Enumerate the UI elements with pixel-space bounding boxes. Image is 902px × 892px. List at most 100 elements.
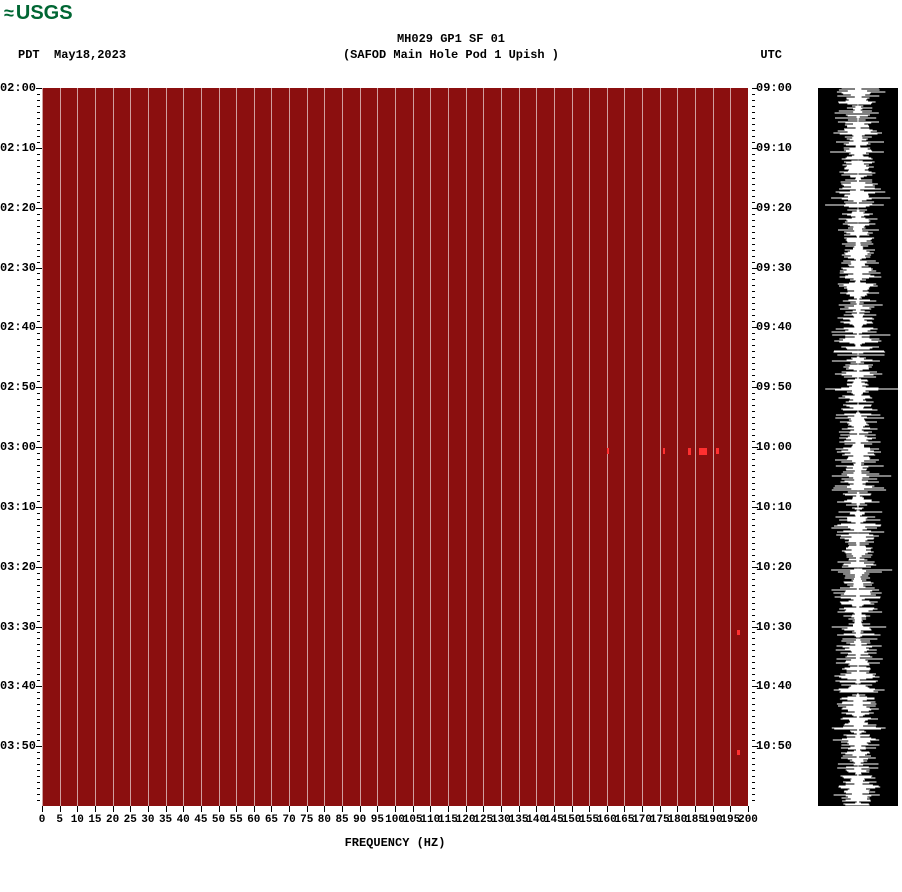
y-minor-tick [752, 309, 755, 310]
gridline-v [519, 88, 520, 806]
x-tick-label: 40 [177, 814, 190, 826]
y-minor-tick [37, 453, 40, 454]
y-tick-right [752, 686, 758, 687]
y-minor-tick [752, 800, 755, 801]
y-minor-tick [37, 698, 40, 699]
y-minor-tick [37, 519, 40, 520]
y-minor-tick [752, 100, 755, 101]
y-minor-tick [37, 674, 40, 675]
y-minor-tick [37, 226, 40, 227]
y-minor-tick [37, 184, 40, 185]
gridline-v [342, 88, 343, 806]
gridline-v [466, 88, 467, 806]
y-tick-right [752, 567, 758, 568]
x-tick-label: 5 [56, 814, 63, 826]
y-minor-tick [37, 734, 40, 735]
y-minor-tick [37, 477, 40, 478]
y-minor-tick [752, 94, 755, 95]
y-minor-tick [752, 453, 755, 454]
y-minor-tick [752, 381, 755, 382]
y-minor-tick [752, 704, 755, 705]
y-minor-tick [37, 178, 40, 179]
y-minor-tick [752, 333, 755, 334]
y-tick-right [752, 627, 758, 628]
y-minor-tick [37, 788, 40, 789]
y-minor-tick [37, 244, 40, 245]
gridline-v [677, 88, 678, 806]
x-tick [377, 806, 378, 812]
y-minor-tick [752, 417, 755, 418]
y-minor-tick [37, 262, 40, 263]
x-tick [448, 806, 449, 812]
gridline-v [554, 88, 555, 806]
y-minor-tick [752, 262, 755, 263]
x-tick [130, 806, 131, 812]
x-tick [166, 806, 167, 812]
y-minor-tick [752, 202, 755, 203]
y-minor-tick [752, 166, 755, 167]
gridline-v [360, 88, 361, 806]
y-tick-right [752, 327, 758, 328]
x-tick-label: 75 [300, 814, 313, 826]
y-minor-tick [37, 339, 40, 340]
y-tick-label-left: 02:40 [0, 320, 36, 334]
y-minor-tick [752, 393, 755, 394]
y-minor-tick [752, 357, 755, 358]
y-minor-tick [37, 668, 40, 669]
y-minor-tick [752, 477, 755, 478]
y-minor-tick [752, 232, 755, 233]
gridline-v [77, 88, 78, 806]
y-minor-tick [752, 489, 755, 490]
header-right: UTC [760, 48, 782, 62]
x-tick [113, 806, 114, 812]
y-minor-tick [752, 668, 755, 669]
x-tick-label: 80 [318, 814, 331, 826]
y-tick-label-right: 10:20 [756, 560, 792, 574]
x-tick-label: 55 [230, 814, 243, 826]
y-minor-tick [752, 615, 755, 616]
gridline-v [166, 88, 167, 806]
x-tick [42, 806, 43, 812]
x-tick [395, 806, 396, 812]
x-tick-label: 95 [371, 814, 384, 826]
y-minor-tick [37, 345, 40, 346]
x-tick-label: 0 [39, 814, 46, 826]
y-minor-tick [752, 112, 755, 113]
usgs-logo: ≈USGS [4, 2, 73, 25]
y-minor-tick [37, 351, 40, 352]
event-mark [737, 630, 740, 635]
y-minor-tick [37, 315, 40, 316]
gridline-v [660, 88, 661, 806]
y-minor-tick [752, 525, 755, 526]
y-minor-tick [752, 698, 755, 699]
y-minor-tick [752, 603, 755, 604]
x-tick [342, 806, 343, 812]
y-tick-right [752, 208, 758, 209]
y-minor-tick [752, 411, 755, 412]
y-minor-tick [37, 549, 40, 550]
y-axis-right: 09:0009:1009:2009:3009:4009:5010:0010:10… [752, 88, 802, 806]
y-minor-tick [752, 184, 755, 185]
y-minor-tick [37, 136, 40, 137]
y-minor-tick [37, 513, 40, 514]
y-minor-tick [37, 585, 40, 586]
y-minor-tick [752, 136, 755, 137]
y-tick-right [752, 447, 758, 448]
y-tick-label-left: 02:30 [0, 261, 36, 275]
gridline-v [536, 88, 537, 806]
x-tick-label: 200 [738, 814, 758, 826]
x-tick-label: 45 [194, 814, 207, 826]
y-minor-tick [752, 549, 755, 550]
gridline-v [236, 88, 237, 806]
y-minor-tick [37, 441, 40, 442]
y-minor-tick [752, 226, 755, 227]
y-minor-tick [752, 734, 755, 735]
gridline-v [183, 88, 184, 806]
y-minor-tick [37, 106, 40, 107]
x-tick [572, 806, 573, 812]
y-minor-tick [37, 142, 40, 143]
y-minor-tick [37, 202, 40, 203]
x-tick [501, 806, 502, 812]
y-minor-tick [752, 345, 755, 346]
x-tick [413, 806, 414, 812]
